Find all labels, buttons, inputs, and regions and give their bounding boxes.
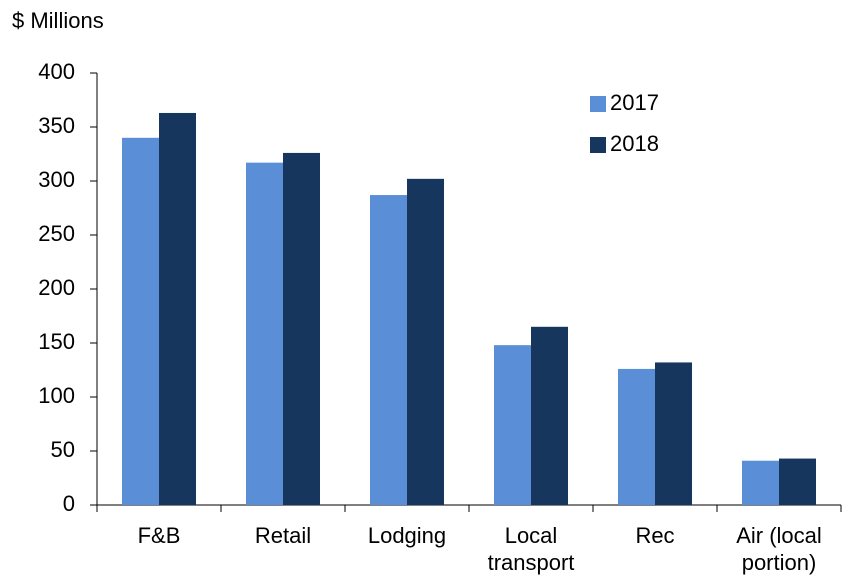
- y-tick-label: 250: [38, 221, 75, 246]
- y-tick-label: 0: [63, 491, 75, 516]
- y-axis-label: $ Millions: [12, 8, 104, 33]
- bar: [159, 112, 196, 506]
- x-tick-label: Air (local portion): [736, 523, 822, 575]
- bar: [779, 458, 816, 505]
- bar: [246, 162, 283, 505]
- bar: [618, 368, 655, 505]
- x-tick-label: Local transport: [487, 523, 575, 575]
- legend-label: 2017: [610, 90, 659, 115]
- y-tick-label: 200: [38, 275, 75, 300]
- x-tick-label: Rec: [635, 523, 675, 548]
- bar: [655, 362, 692, 505]
- y-tick-label: 100: [38, 383, 75, 408]
- bar: [531, 326, 568, 505]
- bar: [283, 152, 320, 506]
- bar: [370, 195, 407, 506]
- x-tick-label: F&B: [137, 523, 181, 548]
- legend-label: 2018: [610, 131, 659, 156]
- legend-swatch: [590, 137, 606, 153]
- y-tick-label: 400: [38, 59, 75, 84]
- bar: [122, 137, 159, 506]
- legend-swatch: [590, 96, 606, 112]
- y-tick-label: 350: [38, 113, 75, 138]
- y-tick-label: 50: [51, 437, 75, 462]
- bar: [407, 178, 444, 505]
- bar: [742, 460, 779, 505]
- y-tick-label: 150: [38, 329, 75, 354]
- bar: [494, 345, 531, 505]
- y-tick-label: 300: [38, 167, 75, 192]
- x-tick-label: Retail: [254, 523, 312, 548]
- x-tick-label: Lodging: [367, 523, 447, 548]
